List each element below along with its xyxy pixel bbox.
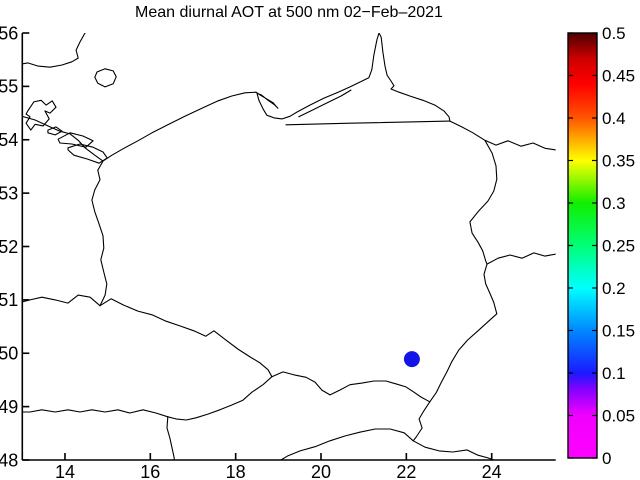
poland-germany-border bbox=[91, 160, 108, 307]
colorbar-tick-label: 0.1 bbox=[602, 364, 626, 383]
czech-austria-border bbox=[22, 409, 169, 418]
x-tick-label: 22 bbox=[396, 462, 416, 480]
vistula-lagoon bbox=[298, 89, 352, 118]
lithuania-belarus-border bbox=[449, 120, 556, 151]
colorbar-tick-label: 0.25 bbox=[602, 236, 635, 255]
czech-slovakia-border bbox=[167, 376, 273, 421]
axes bbox=[21, 32, 556, 461]
colorbar-tick-label: 0.3 bbox=[602, 194, 626, 213]
colorbar-tick-label: 0.15 bbox=[602, 321, 635, 340]
x-tick-label: 16 bbox=[140, 462, 160, 480]
usedom-island bbox=[57, 132, 94, 148]
slovakia-austria-border bbox=[166, 416, 175, 460]
colorbar: 0 0.05 0.1 0.15 0.2 0.25 0.3 0.35 0.4 0.45 0.5 bbox=[567, 24, 635, 468]
axis-labels: 14 16 18 20 22 24 48 49 50 51 52 53 54 55 56 bbox=[0, 23, 502, 480]
y-tick-label: 50 bbox=[0, 344, 18, 364]
y-tick-label: 51 bbox=[0, 290, 18, 310]
colorbar-tick-label: 0.4 bbox=[602, 109, 626, 128]
ruegen-island bbox=[25, 99, 57, 131]
colorbar-tick-label: 0 bbox=[602, 449, 611, 468]
y-tick-label: 56 bbox=[0, 23, 18, 43]
aot-data-point bbox=[403, 351, 420, 368]
bornholm-island bbox=[94, 68, 117, 88]
poland-russia-border bbox=[285, 120, 451, 126]
poland-south-border bbox=[99, 298, 431, 403]
poland-east-border bbox=[412, 139, 498, 442]
chart-title: Mean diurnal AOT at 500 nm 02−Feb‒2021 bbox=[135, 4, 443, 21]
czech-germany-border bbox=[22, 294, 101, 307]
colorbar-tick-label: 0.5 bbox=[602, 24, 626, 43]
sweden-coast bbox=[22, 33, 86, 68]
szczecin-lagoon bbox=[67, 143, 108, 164]
y-tick-label: 48 bbox=[0, 450, 18, 470]
slovakia-hungary-border bbox=[280, 428, 414, 460]
colorbar-tick-label: 0.2 bbox=[602, 279, 626, 298]
colorbar-tick-label: 0.45 bbox=[602, 66, 635, 85]
colorbar-tick-label: 0.35 bbox=[602, 151, 635, 170]
baltic-coastline bbox=[22, 33, 451, 162]
colorbar-tick-label: 0.05 bbox=[602, 406, 635, 425]
y-tick-label: 55 bbox=[0, 77, 18, 97]
y-tick-label: 52 bbox=[0, 237, 18, 257]
belarus-ukraine-border bbox=[486, 252, 556, 265]
y-tick-label: 53 bbox=[0, 183, 18, 203]
x-tick-label: 18 bbox=[226, 462, 246, 480]
ukraine-hungary-border bbox=[412, 440, 495, 460]
x-tick-label: 24 bbox=[482, 462, 502, 480]
y-tick-label: 49 bbox=[0, 397, 18, 417]
x-tick-label: 14 bbox=[55, 462, 75, 480]
y-tick-label: 54 bbox=[0, 130, 18, 150]
map-outlines bbox=[22, 33, 556, 460]
x-tick-label: 20 bbox=[311, 462, 331, 480]
greifswald-islet bbox=[47, 126, 63, 136]
